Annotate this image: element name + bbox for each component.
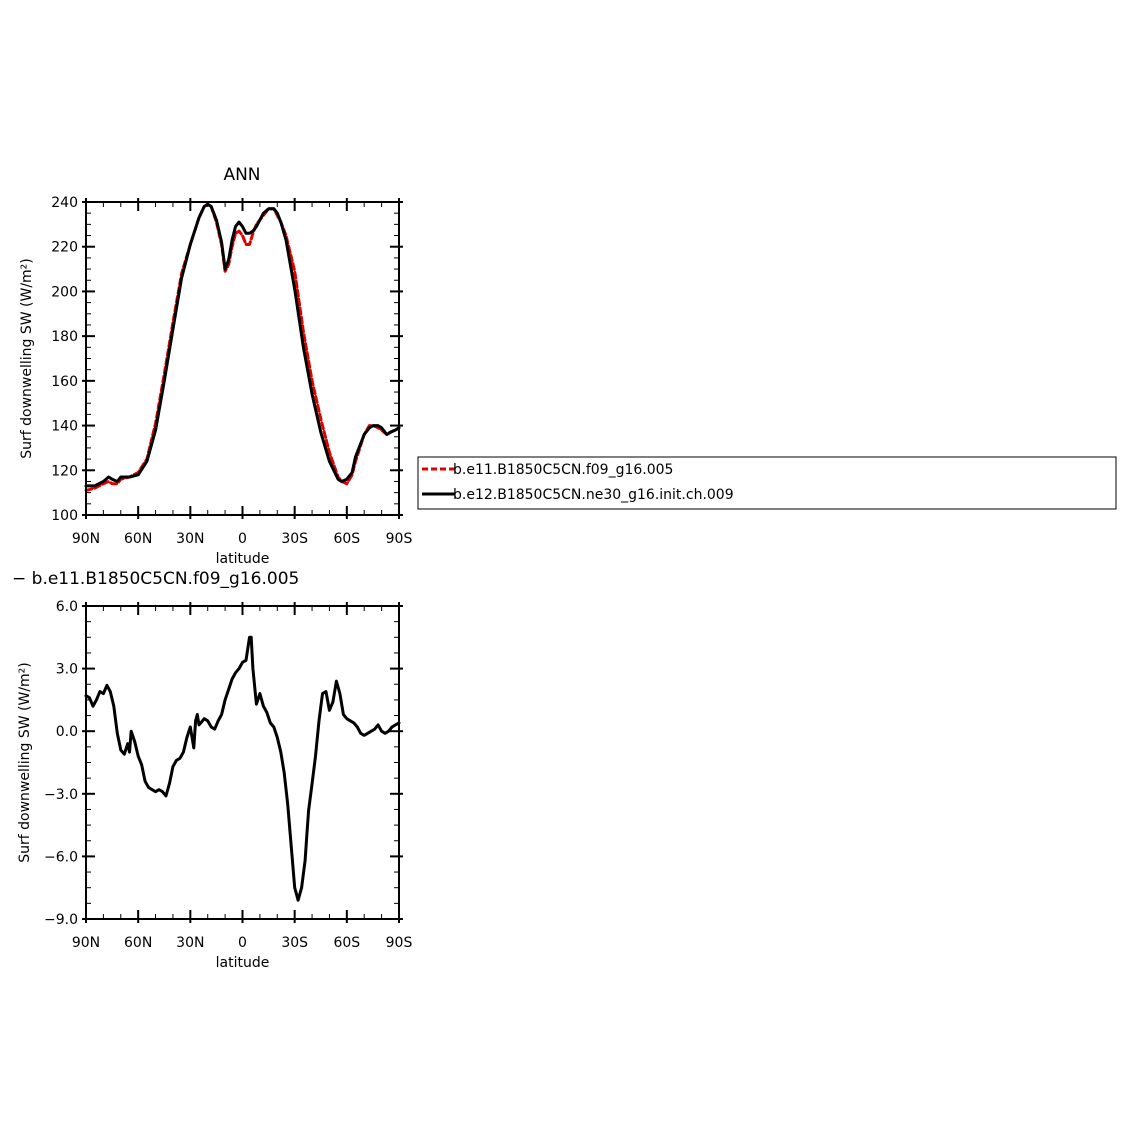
y-tick-label: 120: [51, 463, 78, 479]
x-tick-label: 90N: [72, 531, 100, 547]
x-tick-label: 30S: [281, 531, 308, 547]
x-tick-label: 90S: [386, 531, 413, 547]
x-tick-label: 0: [238, 531, 247, 547]
y-tick-label: −6.0: [44, 849, 78, 865]
top-panel-line-chart: ANN 100 120 140 160 180 200 220 240 90N 60N 30N 0 30S…: [19, 165, 412, 567]
y-tick-label: 180: [51, 329, 78, 345]
series-line-0: [84, 202, 401, 492]
y-axis-label: Surf downwelling SW (W/m²): [17, 662, 33, 863]
x-tick-label: 30N: [176, 935, 204, 951]
plot-frame: [85, 605, 400, 920]
y-tick-label: 240: [51, 195, 78, 211]
series-line-0: [84, 635, 401, 902]
x-tick-label: 90S: [386, 935, 413, 951]
y-tick-label: 200: [51, 284, 78, 300]
legend: b.e11.B1850C5CN.f09_g16.005 b.e12.B1850C5…: [417, 456, 1117, 510]
x-tick-label: 30S: [281, 935, 308, 951]
series-line-1: [84, 202, 401, 488]
y-tick-label: 100: [51, 508, 78, 524]
x-tick-label: 90N: [72, 935, 100, 951]
y-tick-label: 160: [51, 374, 78, 390]
y-tick-label: −3.0: [44, 787, 78, 803]
x-tick-label: 60N: [124, 935, 152, 951]
legend-box: [417, 456, 1117, 510]
plot-frame: [85, 201, 400, 516]
x-tick-label: 60N: [124, 531, 152, 547]
legend-entry-1: b.e12.B1850C5CN.ne30_g16.init.ch.009: [453, 487, 734, 503]
y-tick-label: 6.0: [56, 599, 78, 615]
x-axis-label: latitude: [216, 955, 270, 971]
y-tick-label: 3.0: [56, 662, 78, 678]
x-tick-label: 60S: [333, 531, 360, 547]
y-tick-label: −9.0: [44, 912, 78, 928]
bottom-panel-difference-chart: − b.e11.B1850C5CN.f09_g16.005 −9.0 −6.0 −3.…: [12, 569, 412, 971]
y-tick-label: 220: [51, 240, 78, 256]
x-tick-label: 30N: [176, 531, 204, 547]
y-tick-label: 140: [51, 419, 78, 435]
chart-title: ANN: [223, 165, 260, 185]
x-axis-label: latitude: [216, 551, 270, 567]
x-tick-label: 60S: [333, 935, 360, 951]
x-tick-label: 0: [238, 935, 247, 951]
legend-entry-0: b.e11.B1850C5CN.f09_g16.005: [453, 462, 673, 478]
y-axis-label: Surf downwelling SW (W/m²): [19, 258, 35, 459]
y-tick-label: 0.0: [56, 724, 78, 740]
chart-title: − b.e11.B1850C5CN.f09_g16.005: [12, 569, 299, 589]
